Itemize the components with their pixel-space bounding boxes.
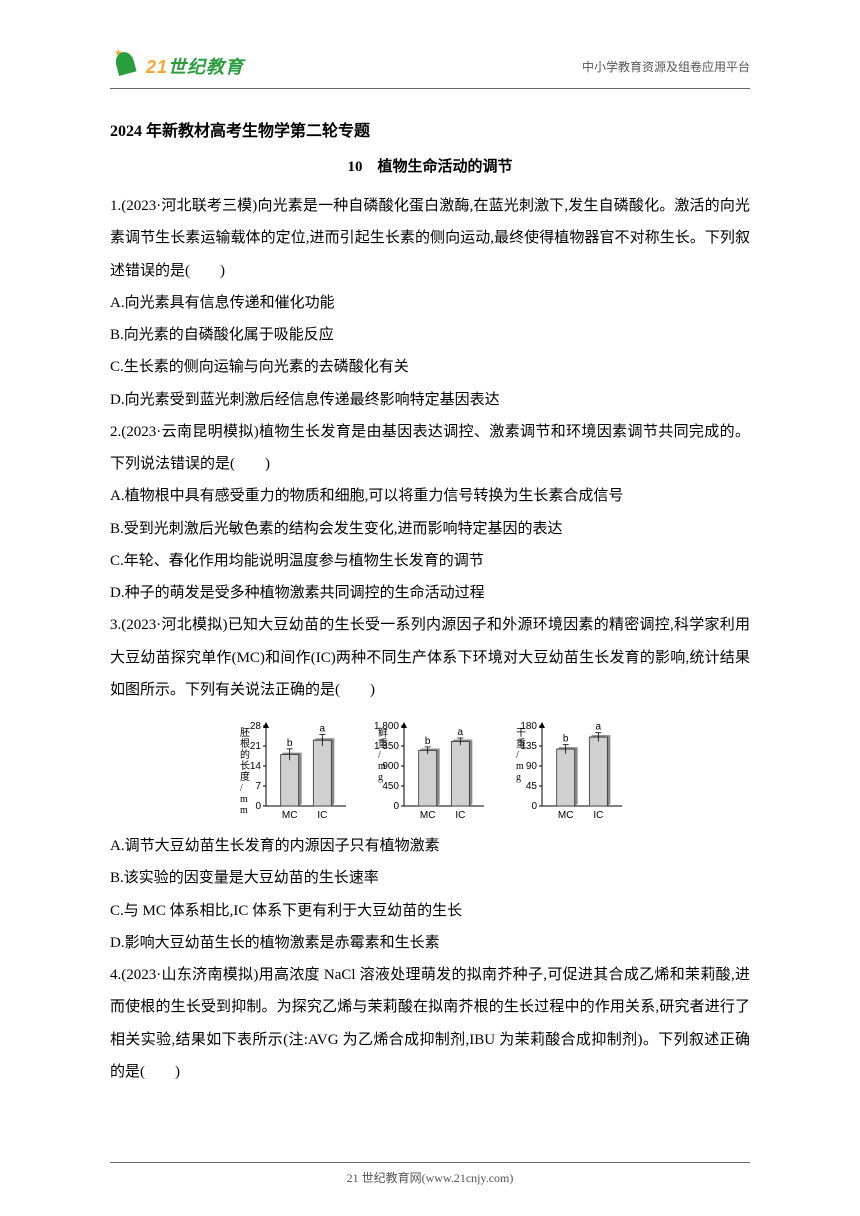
svg-text:根: 根 [240, 737, 250, 750]
q2-option-a: A.植物根中具有感受重力的物质和细胞,可以将重力信号转换为生长素合成信号 [110, 480, 750, 512]
svg-text:MC: MC [420, 810, 436, 821]
header-tagline: 中小学教育资源及组卷应用平台 [582, 58, 750, 75]
footer-text: 21 世纪教育网(www.21cnjy.com) [0, 1169, 860, 1186]
svg-text:/: / [240, 783, 243, 794]
svg-text:b: b [425, 736, 431, 747]
q3-option-a: A.调节大豆幼苗生长发育的内源因子只有植物激素 [110, 830, 750, 862]
q1-stem: 1.(2023·河北联考三模)向光素是一种自磷酸化蛋白激酶,在蓝光刺激下,发生自… [110, 190, 750, 287]
svg-text:1 800: 1 800 [374, 721, 399, 732]
page-header: ★ 21世纪教育 中小学教育资源及组卷应用平台 [110, 50, 750, 89]
svg-text:7: 7 [255, 781, 261, 792]
q1-option-c: C.生长素的侧向运输与向光素的去磷酸化有关 [110, 351, 750, 383]
svg-text:MC: MC [282, 810, 298, 821]
q3-option-d: D.影响大豆幼苗生长的植物激素是赤霉素和生长素 [110, 927, 750, 959]
q2-option-c: C.年轮、春化作用均能说明温度参与植物生长发育的调节 [110, 545, 750, 577]
q2-stem: 2.(2023·云南昆明模拟)植物生长发育是由基因表达调控、激素调节和环境因素调… [110, 416, 750, 481]
q1-option-d: D.向光素受到蓝光刺激后经信息传递最终影响特定基因表达 [110, 384, 750, 416]
logo: ★ 21世纪教育 [110, 50, 244, 82]
svg-text:21: 21 [250, 741, 262, 752]
svg-text:a: a [320, 724, 326, 735]
chart-2: 鲜重/mg04509001 3501 800bMCaIC [370, 714, 490, 824]
svg-text:0: 0 [531, 801, 537, 812]
svg-text:b: b [287, 738, 293, 749]
svg-text:900: 900 [382, 761, 399, 772]
svg-text:1 350: 1 350 [374, 741, 399, 752]
q2-option-d: D.种子的萌发是受多种植物激素共同调控的生命活动过程 [110, 577, 750, 609]
q1-option-b: B.向光素的自磷酸化属于吸能反应 [110, 319, 750, 351]
svg-text:a: a [458, 727, 464, 738]
charts-container: 胚根的长度/mm07142128bMCaIC 鲜重/mg04509001 350… [110, 714, 750, 824]
svg-text:14: 14 [250, 761, 262, 772]
content-body: 1.(2023·河北联考三模)向光素是一种自磷酸化蛋白激酶,在蓝光刺激下,发生自… [110, 190, 750, 1088]
svg-text:135: 135 [520, 741, 537, 752]
main-title: 2024 年新教材高考生物学第二轮专题 [110, 117, 750, 141]
svg-text:的: 的 [240, 748, 250, 761]
logo-21-text: 21 [146, 57, 168, 77]
svg-text:b: b [563, 734, 569, 745]
svg-text:0: 0 [255, 801, 261, 812]
svg-text:28: 28 [250, 721, 262, 732]
svg-text:m: m [516, 761, 524, 772]
svg-text:a: a [596, 722, 602, 733]
page-footer: 21 世纪教育网(www.21cnjy.com) [0, 1162, 860, 1186]
svg-text:g: g [516, 772, 521, 783]
sub-title: 10 植物生命活动的调节 [110, 155, 750, 176]
q3-option-c: C.与 MC 体系相比,IC 体系下更有利于大豆幼苗的生长 [110, 895, 750, 927]
svg-text:/: / [516, 750, 519, 761]
svg-text:180: 180 [520, 721, 537, 732]
chart-1: 胚根的长度/mm07142128bMCaIC [232, 714, 352, 824]
svg-text:IC: IC [593, 810, 603, 821]
q3-option-b: B.该实验的因变量是大豆幼苗的生长速率 [110, 862, 750, 894]
svg-text:m: m [240, 794, 248, 805]
q4-stem: 4.(2023·山东济南模拟)用高浓度 NaCl 溶液处理萌发的拟南芥种子,可促… [110, 959, 750, 1088]
svg-text:0: 0 [393, 801, 399, 812]
svg-text:45: 45 [526, 781, 538, 792]
svg-text:胚: 胚 [240, 727, 250, 739]
logo-icon: ★ [110, 50, 142, 82]
logo-cn-text: 世纪教育 [168, 57, 244, 77]
svg-text:450: 450 [382, 781, 399, 792]
svg-text:长: 长 [240, 760, 250, 772]
svg-text:m: m [240, 805, 248, 816]
svg-text:度: 度 [240, 770, 250, 783]
svg-text:IC: IC [317, 810, 327, 821]
svg-text:MC: MC [558, 810, 574, 821]
q1-option-a: A.向光素具有信息传递和催化功能 [110, 287, 750, 319]
q2-option-b: B.受到光刺激后光敏色素的结构会发生变化,进而影响特定基因的表达 [110, 513, 750, 545]
svg-text:90: 90 [526, 761, 538, 772]
chart-3: 干重/mg04590135180bMCaIC [508, 714, 628, 824]
svg-text:IC: IC [455, 810, 465, 821]
q3-stem: 3.(2023·河北模拟)已知大豆幼苗的生长受一系列内源因子和外源环境因素的精密… [110, 609, 750, 706]
